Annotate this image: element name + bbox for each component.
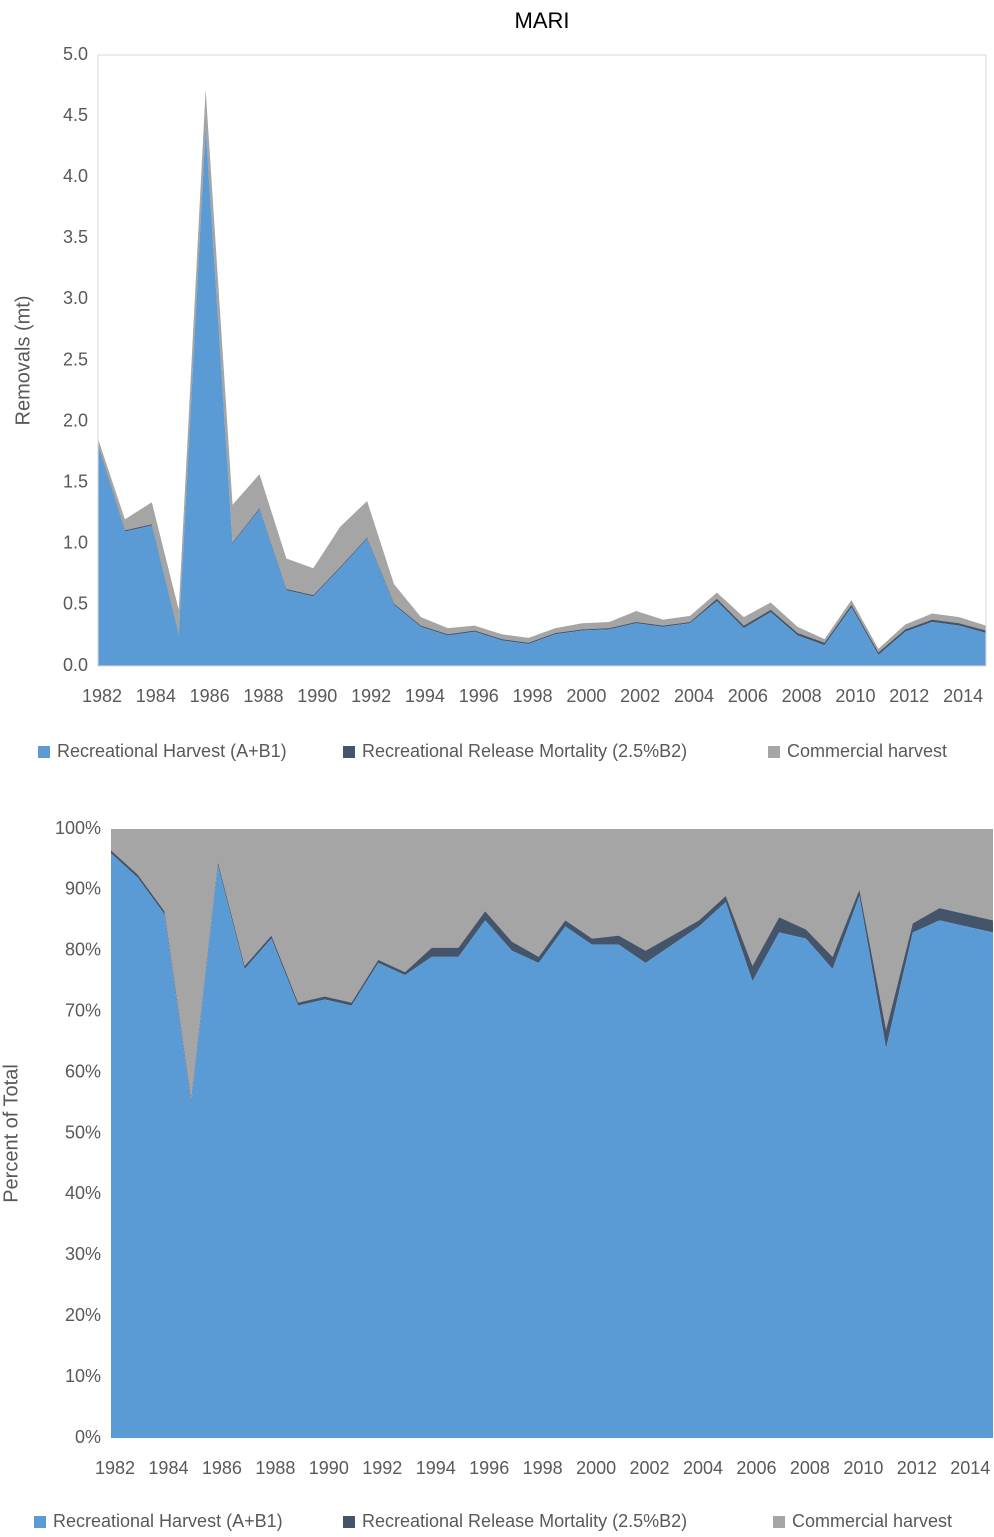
y-tick-label: 80% (65, 940, 101, 960)
y-tick-label: 3.0 (63, 288, 88, 308)
legend-swatch (343, 746, 355, 758)
y-tick-label: 50% (65, 1122, 101, 1142)
y-axis-label: Percent of Total (0, 1064, 22, 1203)
x-tick-label: 2008 (782, 686, 822, 706)
legend-label: Recreational Harvest (A+B1) (53, 1511, 283, 1531)
y-tick-label: 4.5 (63, 105, 88, 125)
x-tick-label: 1988 (255, 1458, 295, 1478)
x-tick-label: 1990 (297, 686, 337, 706)
x-tick-label: 1992 (351, 686, 391, 706)
legend-swatch (34, 1516, 46, 1528)
y-tick-label: 5.0 (63, 44, 88, 64)
x-tick-label: 1984 (136, 686, 176, 706)
area (111, 829, 993, 1101)
x-tick-label: 2000 (566, 686, 606, 706)
x-tick-label: 2006 (728, 686, 768, 706)
x-tick-label: 1998 (523, 1458, 563, 1478)
y-tick-label: 10% (65, 1366, 101, 1386)
y-tick-label: 4.0 (63, 166, 88, 186)
x-tick-label: 1996 (459, 686, 499, 706)
x-tick-label: 2010 (843, 1458, 883, 1478)
y-tick-label: 20% (65, 1305, 101, 1325)
x-tick-label: 2004 (683, 1458, 723, 1478)
legend-label: Recreational Harvest (A+B1) (57, 741, 287, 761)
y-tick-label: 1.5 (63, 471, 88, 491)
x-tick-label: 2010 (835, 686, 875, 706)
x-tick-label: 1994 (416, 1458, 456, 1478)
x-tick-label: 2014 (943, 686, 983, 706)
x-tick-label: 1998 (513, 686, 553, 706)
y-tick-label: 1.0 (63, 533, 88, 553)
x-tick-label: 1986 (190, 686, 230, 706)
x-tick-label: 1992 (362, 1458, 402, 1478)
y-tick-label: 40% (65, 1183, 101, 1203)
x-tick-label: 1990 (309, 1458, 349, 1478)
legend-label: Recreational Release Mortality (2.5%B2) (362, 741, 687, 761)
x-tick-label: 1986 (202, 1458, 242, 1478)
y-tick-label: 2.0 (63, 410, 88, 430)
legend-label: Recreational Release Mortality (2.5%B2) (362, 1511, 687, 1531)
x-tick-label: 2006 (736, 1458, 776, 1478)
y-axis-label: Removals (mt) (12, 295, 34, 425)
y-tick-label: 90% (65, 879, 101, 899)
x-tick-label: 1982 (95, 1458, 135, 1478)
y-tick-label: 0% (75, 1427, 101, 1447)
x-tick-label: 2000 (576, 1458, 616, 1478)
plot-frame (97, 54, 987, 667)
y-tick-label: 0.0 (63, 655, 88, 675)
x-tick-label: 2004 (674, 686, 714, 706)
x-tick-label: 2002 (630, 1458, 670, 1478)
y-tick-label: 2.5 (63, 349, 88, 369)
x-tick-label: 1994 (405, 686, 445, 706)
x-tick-label: 2008 (790, 1458, 830, 1478)
legend-swatch (768, 746, 780, 758)
x-tick-label: 1984 (148, 1458, 188, 1478)
x-tick-label: 1996 (469, 1458, 509, 1478)
area (111, 850, 993, 1104)
x-tick-label: 2002 (620, 686, 660, 706)
x-tick-label: 2012 (897, 1458, 937, 1478)
legend-label: Commercial harvest (792, 1511, 952, 1531)
y-tick-label: 30% (65, 1244, 101, 1264)
area (98, 128, 986, 666)
y-tick-label: 70% (65, 1000, 101, 1020)
chart-title: MARI (515, 8, 570, 33)
y-tick-label: 0.5 (63, 594, 88, 614)
x-tick-label: 2014 (950, 1458, 990, 1478)
y-tick-label: 60% (65, 1061, 101, 1081)
legend-swatch (773, 1516, 785, 1528)
y-tick-label: 100% (55, 818, 101, 838)
x-tick-label: 1982 (82, 686, 122, 706)
x-tick-label: 2012 (889, 686, 929, 706)
x-tick-label: 1988 (243, 686, 283, 706)
legend-label: Commercial harvest (787, 741, 947, 761)
y-tick-label: 3.5 (63, 227, 88, 247)
area (111, 853, 993, 1438)
legend-swatch (38, 746, 50, 758)
legend-swatch (343, 1516, 355, 1528)
